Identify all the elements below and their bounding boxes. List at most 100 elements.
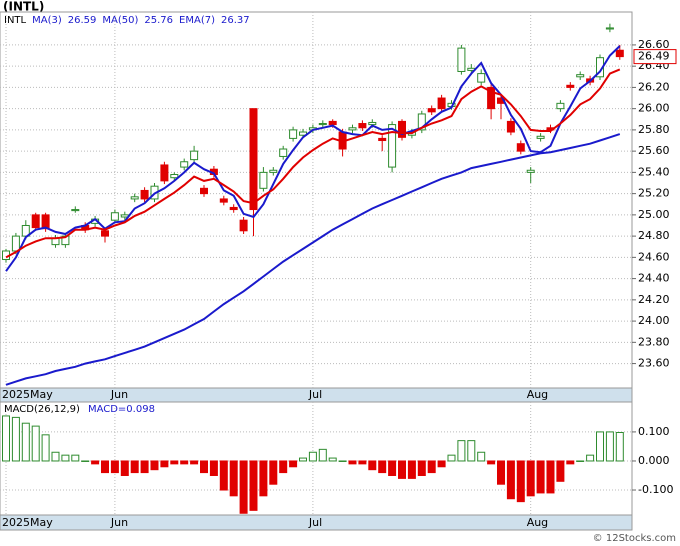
macd-bar	[269, 460, 278, 485]
macd-bar	[506, 460, 515, 500]
candle-body	[328, 120, 337, 126]
candle-body	[190, 150, 199, 161]
y-tick-label: 24.60	[638, 250, 670, 263]
macd-bar	[605, 431, 614, 462]
candle-body	[487, 86, 496, 110]
macd-bar	[477, 451, 486, 462]
macd-bar	[536, 460, 545, 494]
macd-bar	[170, 460, 179, 465]
date-label: Aug	[527, 388, 548, 401]
candle-body	[605, 27, 614, 30]
y-tick-label: 25.40	[638, 165, 670, 178]
macd-bar	[239, 460, 248, 514]
candle-body	[358, 123, 367, 129]
candle-body	[536, 135, 545, 139]
date-label: Aug	[527, 516, 548, 529]
candle-body	[378, 137, 387, 142]
candle-body	[259, 171, 268, 189]
date-label: Jun	[110, 516, 128, 529]
y-tick-label: 26.60	[638, 38, 670, 51]
macd-bar	[388, 460, 397, 476]
y-tick-label: 24.40	[638, 272, 670, 285]
macd-bar	[407, 460, 416, 479]
legend-text: MA(3)	[32, 15, 62, 26]
legend-text: INTL	[4, 15, 27, 26]
candle-body	[318, 123, 327, 126]
macd-bar	[71, 454, 80, 462]
candle-body	[526, 169, 535, 173]
candle-body	[368, 121, 377, 126]
price-panel	[0, 11, 633, 389]
candle-body	[200, 187, 208, 195]
candle-body	[427, 108, 436, 113]
date-label: Jul	[308, 388, 322, 401]
candle-body	[457, 47, 466, 72]
y-tick-label: 23.60	[638, 357, 670, 370]
footer: © 12Stocks.com	[593, 533, 676, 544]
candle-body	[180, 161, 189, 168]
candle-body	[477, 73, 486, 83]
chart-title: (INTL)	[3, 0, 44, 14]
macd-bar	[596, 431, 604, 462]
macd-bar	[21, 422, 30, 462]
macd-bar	[546, 460, 555, 494]
macd-value: MACD=0.098	[88, 404, 155, 415]
candle-body	[31, 214, 40, 229]
candle-body	[566, 84, 575, 88]
macd-bar	[180, 460, 189, 465]
macd-bar	[130, 460, 139, 474]
macd-bar	[615, 432, 624, 462]
macd-bar	[31, 425, 40, 462]
y-tick-label: -0.100	[638, 483, 673, 496]
macd-bar	[516, 460, 525, 503]
macd-bar	[209, 460, 218, 476]
macd-bar	[81, 460, 90, 462]
candle-body	[269, 169, 278, 173]
macd-bar	[358, 460, 367, 465]
legend-text: 26.59	[68, 15, 97, 26]
candle-body	[71, 209, 80, 212]
macd-bar	[497, 460, 505, 485]
macd-bar	[368, 460, 377, 471]
macd-bar	[61, 454, 70, 462]
indicator-line	[5, 45, 621, 272]
y-tick-label: 0.000	[638, 454, 670, 467]
candle-body	[289, 129, 298, 139]
macd-bar	[219, 460, 228, 491]
macd-bar	[110, 460, 119, 474]
candle-body	[110, 212, 119, 221]
candle-body	[249, 108, 258, 211]
candle-body	[576, 74, 585, 78]
macd-bar	[150, 460, 159, 471]
candle-body	[229, 206, 238, 211]
candle-body	[140, 189, 149, 200]
macd-bar	[279, 460, 288, 474]
macd-bar	[299, 457, 307, 462]
macd-bar	[417, 460, 426, 476]
candle-body	[170, 174, 179, 179]
macd-bar	[457, 440, 466, 462]
date-label: Jul	[308, 516, 322, 529]
candle-body	[398, 120, 406, 138]
macd-bar	[398, 460, 406, 479]
candle-body	[348, 127, 357, 131]
date-label: 2025May	[2, 516, 53, 529]
candle-body	[437, 97, 446, 110]
macd-bar	[378, 460, 387, 474]
y-tick-label: 24.20	[638, 293, 670, 306]
macd-bar	[200, 460, 208, 474]
y-tick-label: 26.20	[638, 80, 670, 93]
macd-title: MACD(26,12,9)	[4, 404, 80, 415]
price-tag	[633, 49, 677, 65]
candle-body	[239, 219, 248, 232]
candle-body	[556, 102, 565, 110]
macd-bar	[447, 454, 456, 462]
y-tick-label: 25.20	[638, 187, 670, 200]
macd-bar	[101, 460, 109, 474]
macd-bar	[289, 460, 298, 468]
legend-text: EMA(7)	[179, 15, 215, 26]
macd-bar	[566, 460, 575, 465]
candle-body	[615, 49, 624, 58]
y-tick-label: 0.100	[638, 425, 670, 438]
